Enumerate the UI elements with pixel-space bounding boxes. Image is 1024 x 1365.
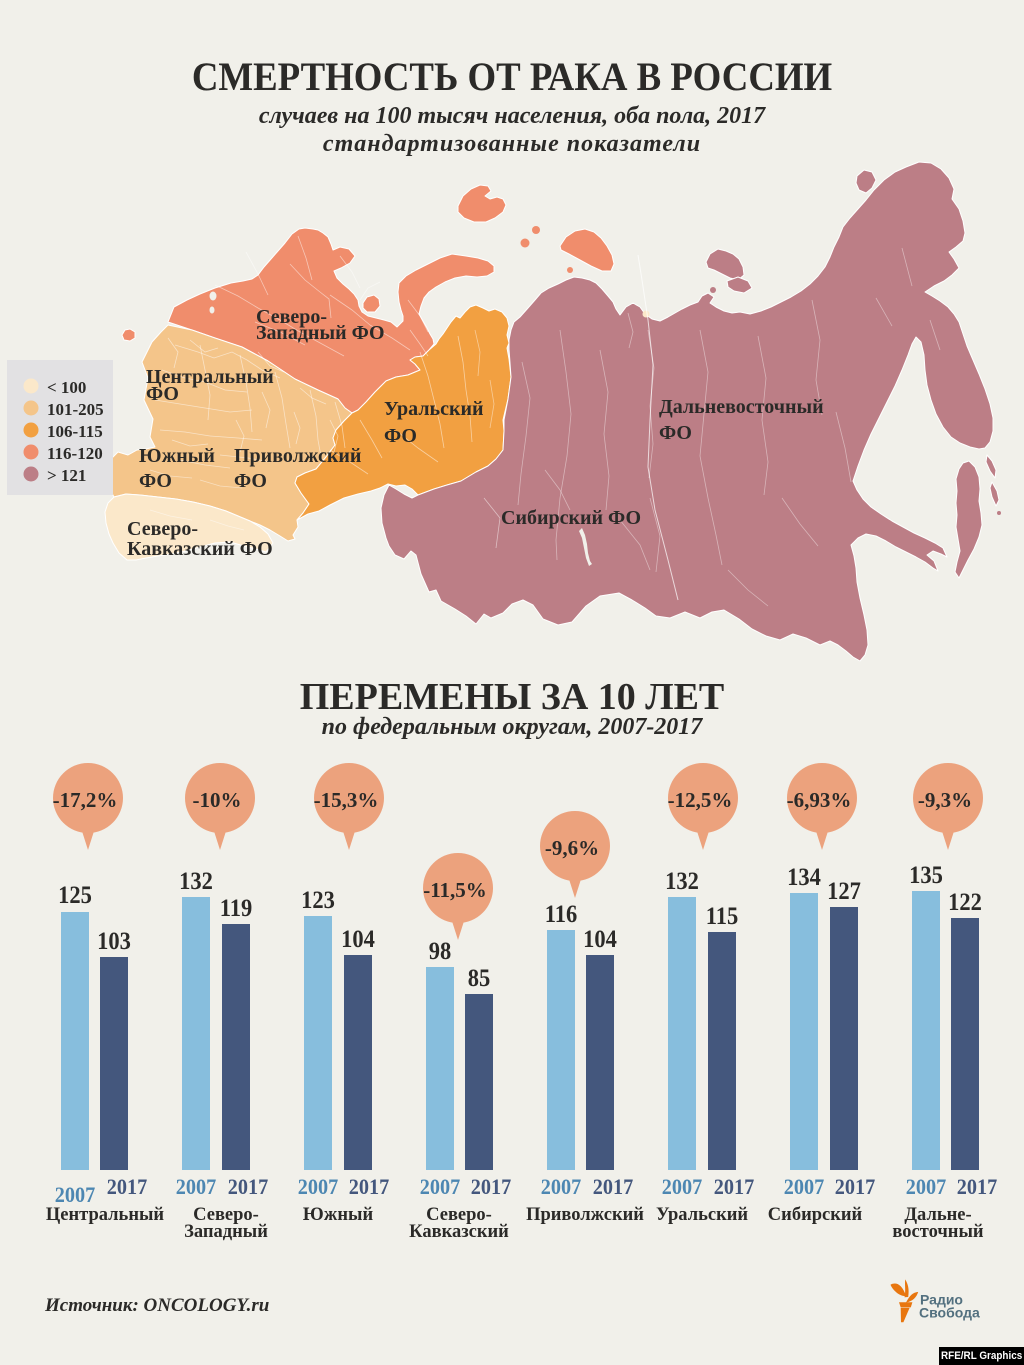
svg-text:Свобода: Свобода (919, 1305, 980, 1321)
svg-text:Радио: Радио (920, 1292, 963, 1308)
